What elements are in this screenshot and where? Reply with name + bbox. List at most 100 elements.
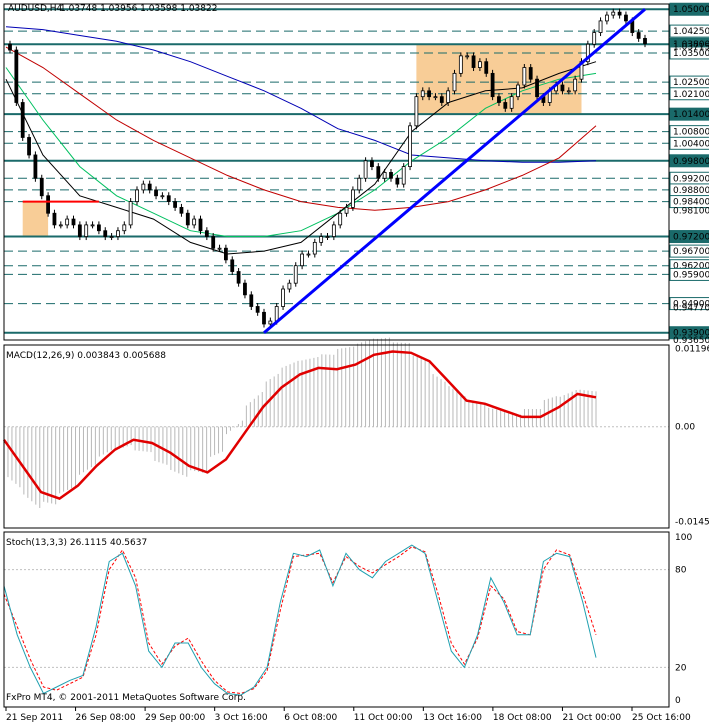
candle [477, 58, 482, 72]
price-level-text: 0.98800 [673, 186, 709, 196]
candle [185, 209, 190, 229]
candle-body [446, 90, 451, 103]
candle [116, 227, 120, 241]
candle-body [236, 271, 241, 284]
candle-body [293, 265, 298, 284]
candle [198, 215, 203, 235]
candle-body [249, 294, 254, 307]
x-axis-label: 25 Oct 16:00 [632, 713, 691, 723]
ohlc-header: 1.03748 1.03956 1.03598 1.03822 [60, 4, 217, 14]
candle [204, 227, 209, 241]
candle [509, 93, 514, 112]
candle-body [255, 306, 260, 313]
candle [624, 11, 628, 25]
candle-body [312, 241, 317, 255]
candle [350, 186, 355, 211]
candle-body [452, 72, 457, 92]
candle [497, 93, 501, 106]
candle-body [160, 195, 165, 198]
candle [471, 52, 476, 72]
price-level-text: 1.00400 [673, 139, 709, 149]
price-level-box [669, 24, 709, 38]
candle-body [33, 154, 38, 179]
candle-body [268, 320, 273, 325]
candle [39, 174, 44, 200]
trend-line [263, 8, 646, 334]
stoch-tick-label: 0 [675, 696, 681, 706]
candle-body [185, 212, 190, 226]
stoch-tick-label: 80 [675, 566, 687, 576]
price-level-text: 1.04250 [673, 27, 709, 37]
price-title: AUDUSD,H4 [8, 4, 63, 14]
candle-body [300, 253, 305, 267]
candle [344, 203, 349, 217]
candle [65, 215, 70, 229]
candle [46, 192, 50, 217]
candle-body [217, 247, 222, 250]
candle-body [598, 20, 603, 33]
price-level-box [669, 195, 709, 209]
candle [52, 209, 57, 229]
candle-body [204, 230, 209, 237]
price-level-text: 0.93900 [673, 329, 709, 339]
candle-body [605, 14, 609, 22]
candle [300, 250, 305, 270]
candle [287, 279, 292, 293]
candle-body [27, 137, 31, 156]
candle-body [490, 72, 495, 98]
candle [611, 8, 616, 19]
price-level-text: 0.98400 [673, 198, 709, 208]
candle [370, 157, 374, 171]
candle-body [39, 177, 44, 197]
candle-body [135, 189, 139, 202]
candle-body [103, 230, 108, 237]
candle-body [179, 207, 184, 214]
candle-body [420, 90, 425, 98]
price-level-box [669, 267, 709, 281]
candle [598, 17, 603, 37]
candle [376, 163, 381, 182]
candle [84, 221, 89, 241]
candle-body [58, 224, 63, 227]
candle [617, 8, 622, 19]
candle [585, 40, 590, 66]
candle-body [585, 43, 590, 63]
candle [312, 238, 317, 258]
candle [90, 221, 95, 229]
candle-body [173, 201, 178, 208]
macd-tick-label: 0.011964 [675, 345, 709, 355]
candle [465, 52, 470, 60]
price-level-label: 0.93900 [669, 326, 709, 340]
price-level-text: 0.96700 [673, 247, 709, 257]
price-tick-label: 1.03715 [673, 43, 709, 53]
candle [217, 244, 222, 252]
panel-frame-0 [3, 3, 670, 341]
candle [14, 46, 19, 106]
price-level-label: 0.98400 [669, 195, 709, 209]
candle [77, 221, 82, 241]
price-level-label: 0.98800 [669, 183, 709, 197]
candle [211, 233, 216, 252]
candle-body [192, 218, 197, 226]
candle [58, 221, 63, 229]
candle [636, 29, 641, 42]
candle [458, 52, 463, 77]
copyright-text: FxPro MT4, © 2001-2011 MetaQuotes Softwa… [6, 693, 246, 703]
candle-body [166, 195, 171, 202]
candle-body [566, 90, 571, 93]
candle [446, 87, 451, 106]
candle-body [128, 201, 133, 226]
candle-body [122, 224, 127, 232]
candle-body [611, 11, 616, 16]
candle-body [223, 247, 228, 261]
candle-body [458, 55, 463, 74]
candle [173, 198, 178, 211]
candle [20, 99, 25, 141]
price-level-label: 1.00800 [669, 125, 709, 139]
candle-body [97, 224, 101, 232]
candle-body [262, 311, 266, 325]
candle-body [516, 84, 520, 98]
candle [166, 192, 171, 206]
candle [382, 168, 387, 182]
candle [179, 203, 184, 217]
